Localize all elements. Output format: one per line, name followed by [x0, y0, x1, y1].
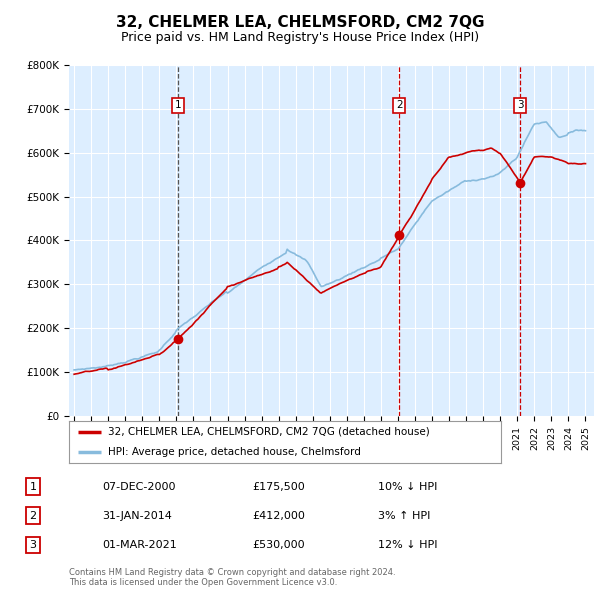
Text: 2: 2 — [396, 100, 403, 110]
Text: 01-MAR-2021: 01-MAR-2021 — [102, 540, 177, 550]
Text: 1: 1 — [29, 481, 37, 491]
Text: 3: 3 — [29, 540, 37, 550]
Text: HPI: Average price, detached house, Chelmsford: HPI: Average price, detached house, Chel… — [108, 447, 361, 457]
Text: £412,000: £412,000 — [252, 511, 305, 521]
Text: £175,500: £175,500 — [252, 481, 305, 491]
Text: 32, CHELMER LEA, CHELMSFORD, CM2 7QG (detached house): 32, CHELMER LEA, CHELMSFORD, CM2 7QG (de… — [108, 427, 430, 437]
Text: 3: 3 — [517, 100, 524, 110]
Text: 1: 1 — [175, 100, 181, 110]
Text: £530,000: £530,000 — [252, 540, 305, 550]
Text: 07-DEC-2000: 07-DEC-2000 — [102, 481, 176, 491]
Text: 2: 2 — [29, 511, 37, 521]
Text: 12% ↓ HPI: 12% ↓ HPI — [378, 540, 437, 550]
Text: 32, CHELMER LEA, CHELMSFORD, CM2 7QG: 32, CHELMER LEA, CHELMSFORD, CM2 7QG — [116, 15, 484, 30]
Text: 31-JAN-2014: 31-JAN-2014 — [102, 511, 172, 521]
Text: 3% ↑ HPI: 3% ↑ HPI — [378, 511, 430, 521]
Text: Price paid vs. HM Land Registry's House Price Index (HPI): Price paid vs. HM Land Registry's House … — [121, 31, 479, 44]
Text: Contains HM Land Registry data © Crown copyright and database right 2024.
This d: Contains HM Land Registry data © Crown c… — [69, 568, 395, 587]
Text: 10% ↓ HPI: 10% ↓ HPI — [378, 481, 437, 491]
